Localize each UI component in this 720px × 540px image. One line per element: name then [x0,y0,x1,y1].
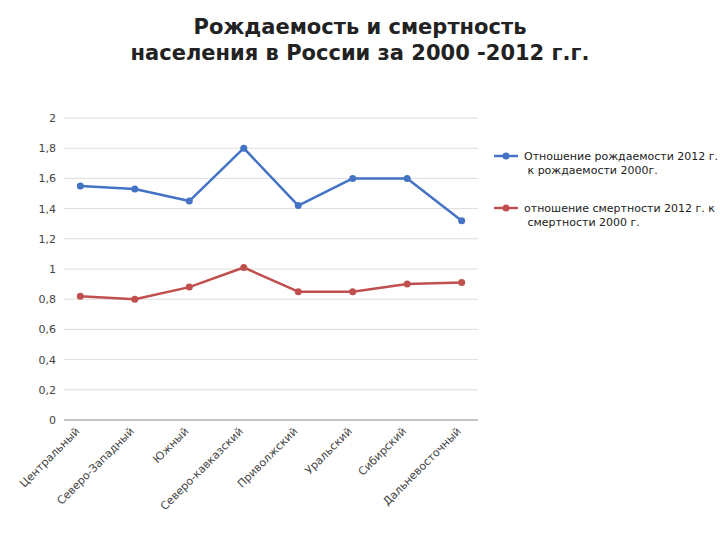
data-point [295,288,302,295]
chart: Рождаемость и смертностьнаселения в Росс… [0,0,720,540]
grid-line [64,359,478,360]
title-line: населения в России за 2000 -2012 г.г. [131,41,590,65]
data-point [77,182,84,189]
y-tick-label: 1,8 [39,142,57,155]
legend-label-line: смертности 2000 г. [524,216,640,229]
grid-line [64,208,478,209]
series-line [80,148,461,220]
y-tick-label: 0,4 [39,354,57,367]
data-point [404,281,411,288]
x-tick-label: Дальневосточный [381,425,464,508]
data-point [458,217,465,224]
title-line: Рождаемость и смертность [194,15,527,39]
legend: Отношение рождаемости 2012 г. к рождаемо… [494,150,718,229]
y-tick-label: 1,4 [39,203,57,216]
legend-label-line: отношение смертности 2012 г. к [524,202,715,215]
y-tick-label: 0,6 [39,323,57,336]
y-tick-label: 1,6 [39,172,57,185]
grid-line [64,118,478,119]
grid-line [64,329,478,330]
grid-line [64,238,478,239]
legend-marker [503,205,510,212]
grid-line [64,148,478,149]
grid-line [64,269,478,270]
data-point [186,198,193,205]
data-point [295,202,302,209]
x-axis-line [64,420,478,421]
data-point [131,185,138,192]
y-tick-label: 1 [49,263,56,276]
grid-line [64,389,478,390]
x-axis: ЦентральныйСеверо-ЗападныйЮжныйСеверо-ка… [17,425,463,513]
data-point [131,296,138,303]
y-axis: 0 0,2 0,4 0,6 0,8 1 1,2 1,4 1,6 1,8 2 [39,112,479,427]
data-point [240,145,247,152]
data-point [349,288,356,295]
legend-marker [503,153,510,160]
series-line [80,267,461,299]
plot-area [77,145,465,303]
x-tick-label: Северо-Западный [54,425,137,508]
legend-label: Отношение рождаемости 2012 г. к рождаемо… [524,150,718,177]
data-point [240,264,247,271]
x-tick-label: Сибирский [356,425,410,479]
y-tick-label: 2 [49,112,56,125]
x-tick-label: Северо-кавказский [158,425,246,513]
grid-line [64,420,478,421]
x-tick-label: Приволжский [235,425,300,490]
legend-label-line: Отношение рождаемости 2012 г. [524,150,718,163]
data-point [458,279,465,286]
legend-label: отношение смертности 2012 г. к смертност… [524,202,715,229]
y-tick-label: 1,2 [39,233,57,246]
y-tick-label: 0 [49,414,56,427]
data-point [186,284,193,291]
y-tick-label: 0,8 [39,293,57,306]
title: Рождаемость и смертностьнаселения в Росс… [131,15,590,65]
data-point [404,175,411,182]
data-point [349,175,356,182]
x-tick-label: Южный [151,425,192,466]
data-point [77,293,84,300]
legend-label-line: к рождаемости 2000г. [524,164,658,177]
x-tick-label: Уральский [303,425,355,477]
y-tick-label: 0,2 [39,384,57,397]
